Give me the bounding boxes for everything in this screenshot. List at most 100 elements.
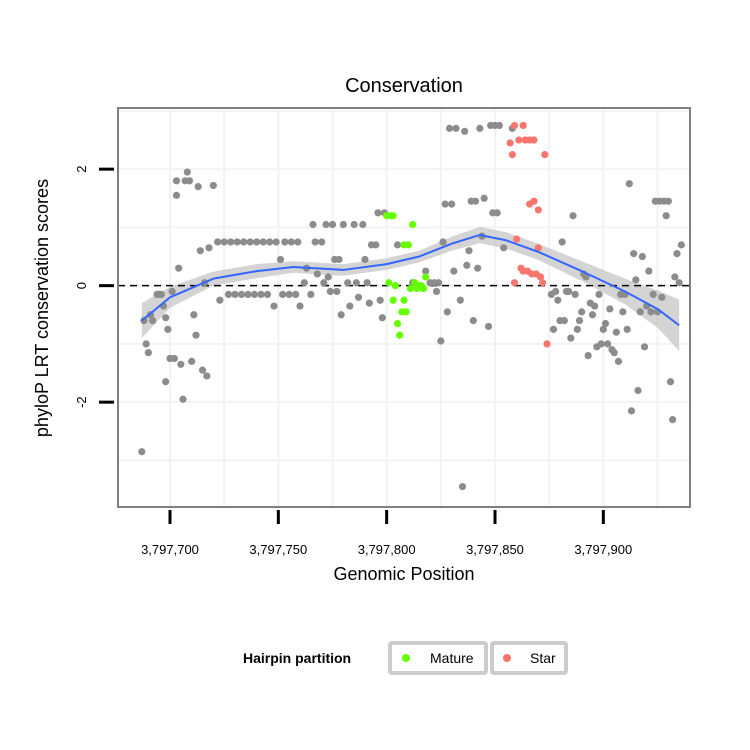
other-point <box>170 354 178 363</box>
other-point <box>350 220 358 229</box>
star-point <box>519 121 527 130</box>
other-point <box>634 386 642 395</box>
other-point <box>619 308 627 316</box>
chart-title: Conservation <box>345 75 463 97</box>
y-axis-label: phyloP LRT conservation scores <box>32 179 52 437</box>
y-axis: -2 0 2 <box>74 166 114 408</box>
other-point <box>188 357 196 365</box>
other-point <box>560 317 568 325</box>
legend-mature-label: Mature <box>430 650 474 666</box>
star-point <box>510 121 519 130</box>
other-point <box>313 270 321 278</box>
other-point <box>588 311 597 319</box>
other-point <box>138 448 146 456</box>
other-point <box>422 267 430 275</box>
other-point <box>372 241 380 249</box>
other-point <box>227 238 235 246</box>
other-point <box>495 121 503 130</box>
x-axis: 3,797,700 3,797,750 3,797,800 3,797,850 3,79… <box>141 510 632 557</box>
other-point <box>591 302 599 310</box>
other-point <box>630 250 638 258</box>
mature-point <box>404 241 412 249</box>
other-point <box>558 238 566 246</box>
other-point <box>623 325 631 333</box>
legend: Hairpin partition Mature Star <box>243 641 568 675</box>
other-point <box>673 250 681 258</box>
mature-point <box>391 282 399 290</box>
other-point <box>578 308 586 316</box>
x-tick-label: 3,797,850 <box>466 542 524 557</box>
other-point <box>677 241 685 249</box>
other-point <box>604 340 612 348</box>
data-points <box>138 121 685 491</box>
other-point <box>595 290 603 298</box>
other-point <box>233 238 241 246</box>
legend-key-mature <box>388 641 488 675</box>
smooth-line <box>141 233 680 327</box>
star-point <box>506 139 514 147</box>
other-point <box>253 238 261 246</box>
y-tick-label: -2 <box>74 396 89 408</box>
other-point <box>266 238 274 246</box>
other-point <box>140 317 148 325</box>
other-point <box>326 287 334 296</box>
other-point <box>311 238 319 246</box>
other-point <box>601 319 610 328</box>
other-point <box>636 308 644 316</box>
confidence-band <box>141 226 680 351</box>
other-point <box>437 337 445 345</box>
star-point <box>534 206 542 214</box>
other-point <box>344 279 352 287</box>
other-point <box>198 366 207 374</box>
x-axis-label: Genomic Position <box>333 564 474 584</box>
other-point <box>263 290 272 298</box>
other-point <box>448 200 456 208</box>
other-point <box>645 267 653 275</box>
other-point <box>658 293 666 301</box>
other-point <box>285 290 293 298</box>
mature-point <box>419 284 428 293</box>
other-point <box>144 349 152 357</box>
other-point <box>452 124 460 132</box>
other-point <box>627 407 636 415</box>
other-point <box>435 279 443 287</box>
other-point <box>339 220 347 229</box>
star-point <box>539 279 547 287</box>
other-point <box>569 212 577 220</box>
other-point <box>354 293 363 301</box>
other-point <box>463 261 471 269</box>
legend-key-star <box>490 641 568 675</box>
mature-point <box>393 319 402 328</box>
other-point <box>205 244 213 252</box>
legend-star-marker <box>503 654 511 662</box>
other-point <box>443 308 451 316</box>
other-point <box>246 238 254 246</box>
other-point <box>675 279 683 287</box>
other-point <box>164 325 172 333</box>
other-point <box>606 305 614 313</box>
other-point <box>172 191 181 199</box>
legend-star-label: Star <box>530 650 556 666</box>
other-point <box>183 168 191 176</box>
other-point <box>584 351 592 360</box>
star-point <box>530 197 538 205</box>
y-tick-label: 0 <box>74 282 89 289</box>
legend-title: Hairpin partition <box>243 650 351 666</box>
other-point <box>465 247 473 255</box>
other-point <box>175 264 183 272</box>
other-point <box>216 296 224 304</box>
other-point <box>575 317 584 325</box>
mature-point <box>389 212 397 220</box>
star-point <box>508 150 516 159</box>
confidence-band-area <box>141 226 680 351</box>
x-tick-label: 3,797,700 <box>141 542 199 557</box>
other-point <box>597 340 605 348</box>
other-point <box>632 276 640 284</box>
other-point <box>185 177 194 185</box>
other-point <box>640 343 649 351</box>
x-tick-label: 3,797,900 <box>574 542 632 557</box>
other-point <box>276 255 285 264</box>
other-point <box>328 220 337 229</box>
mature-point <box>400 296 408 304</box>
